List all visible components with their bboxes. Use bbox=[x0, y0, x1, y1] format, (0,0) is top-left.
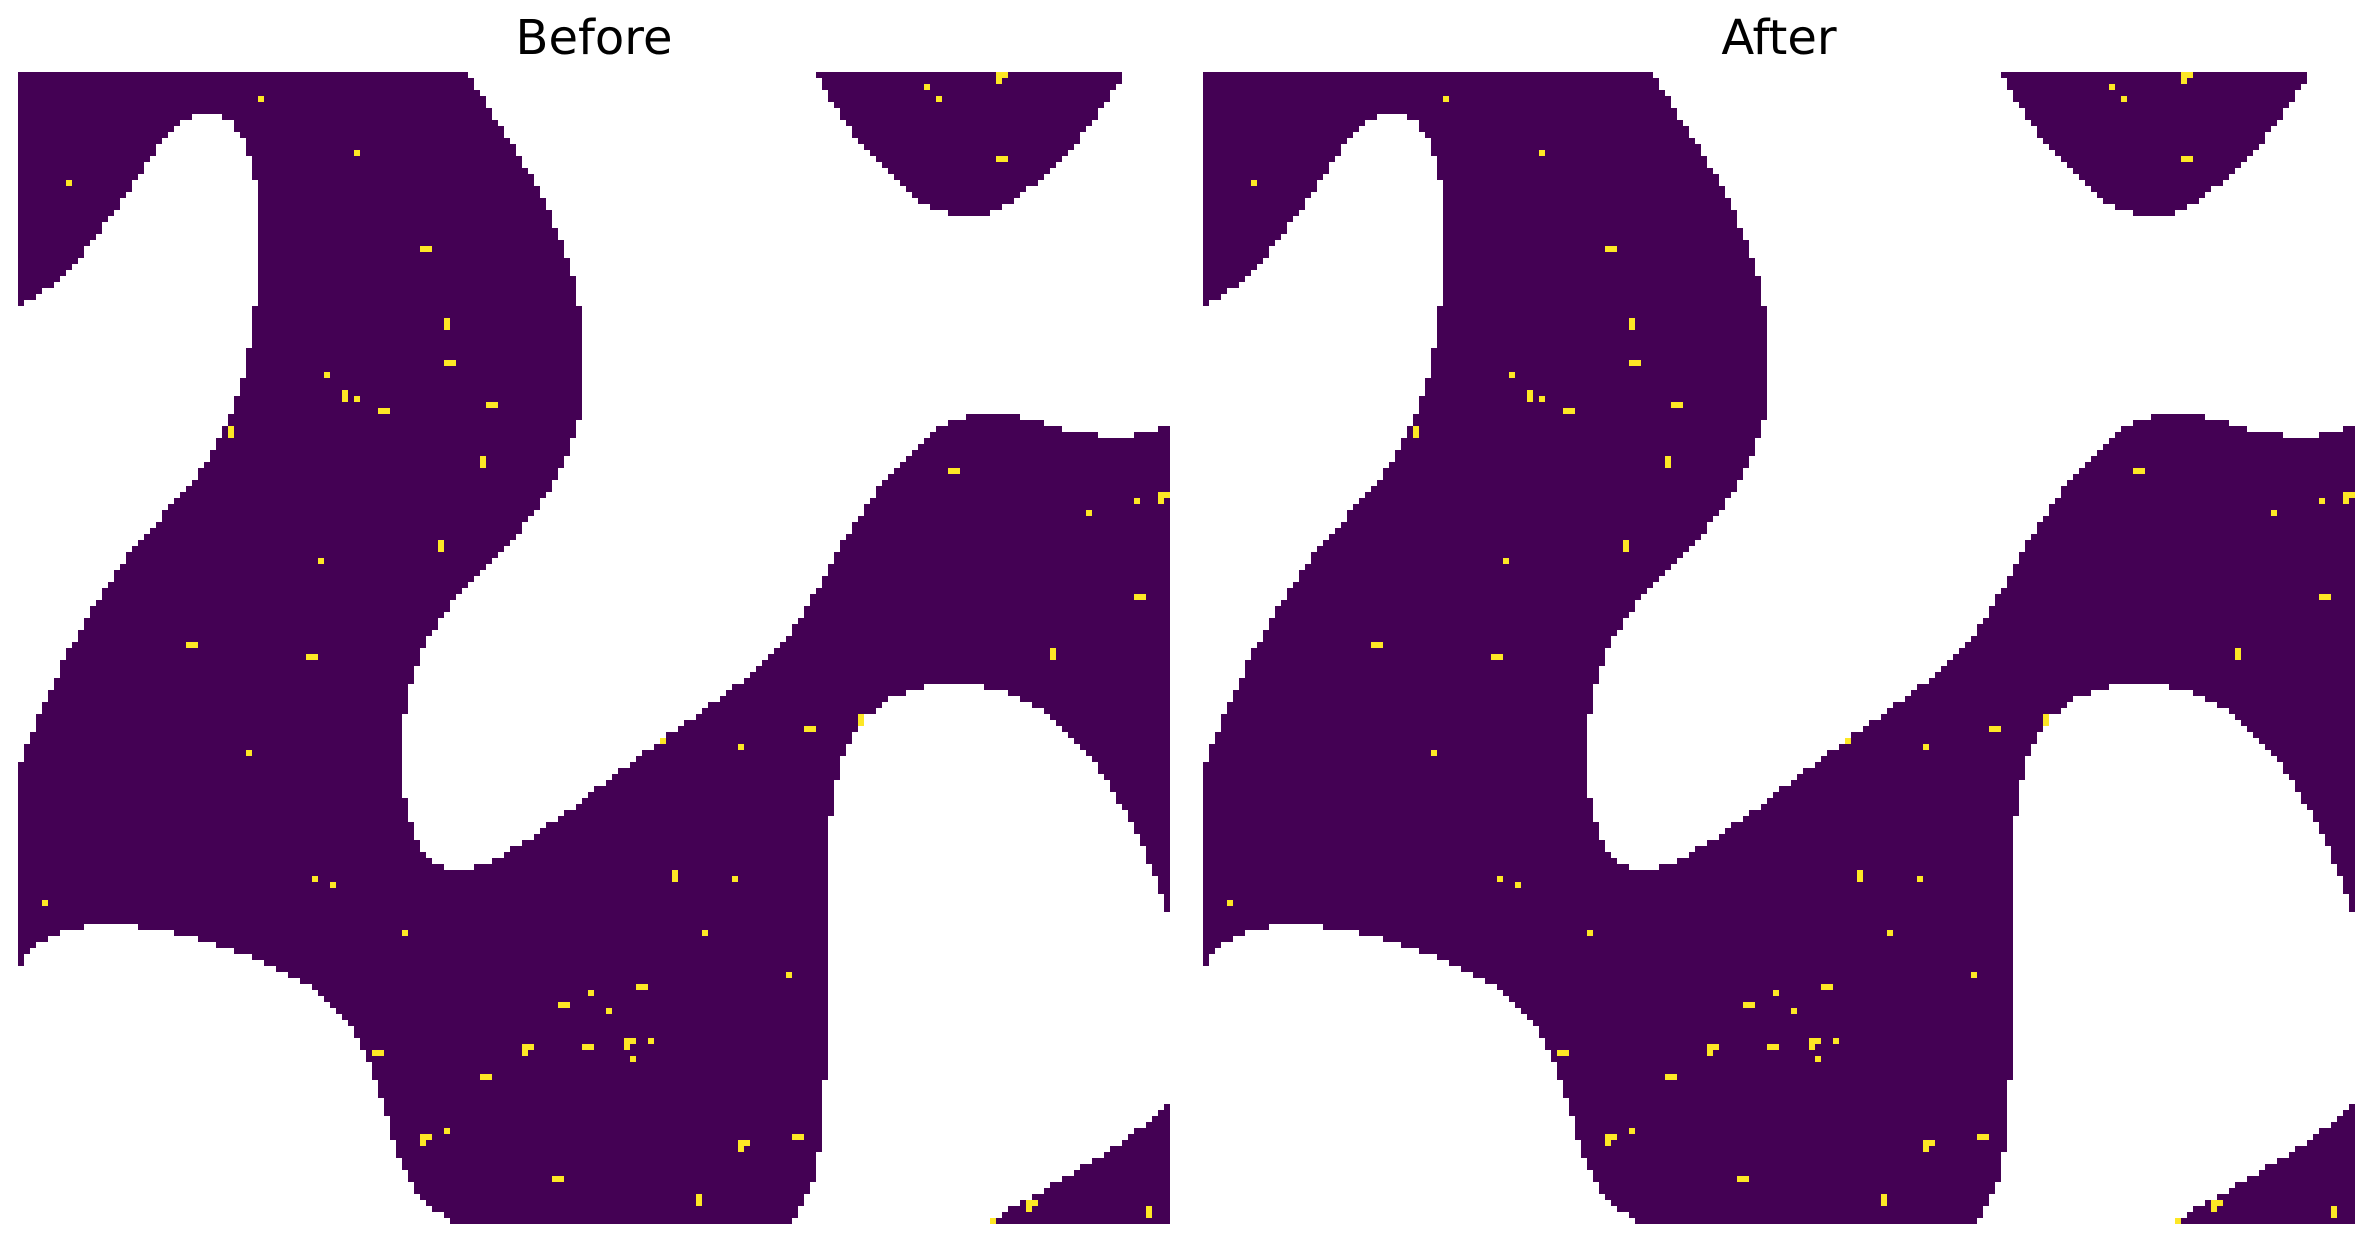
after-binary-map bbox=[1203, 72, 2355, 1224]
before-panel-title: Before bbox=[515, 10, 673, 66]
before-binary-map bbox=[18, 72, 1170, 1224]
after-panel-title: After bbox=[1721, 10, 1837, 66]
